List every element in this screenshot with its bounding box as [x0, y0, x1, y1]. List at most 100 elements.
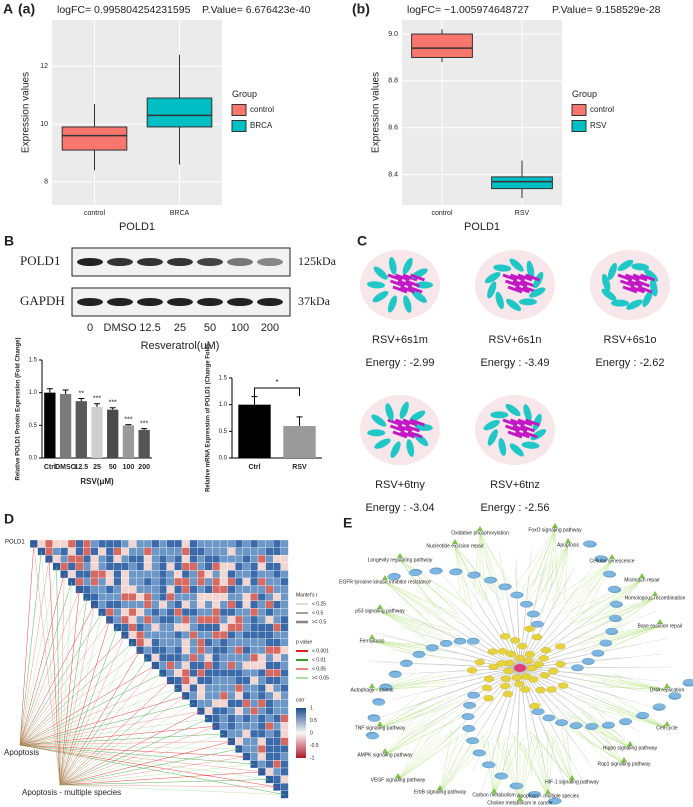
mantel-link	[59, 725, 217, 786]
heat-cell	[159, 653, 167, 662]
blot-band	[197, 298, 223, 306]
heat-cell	[280, 608, 289, 617]
legend-label: < 0.5	[312, 610, 323, 616]
heat-cell	[250, 707, 259, 715]
heat-cell	[235, 631, 243, 639]
sheet	[509, 273, 526, 282]
core-node	[483, 675, 495, 683]
x-tick-label: 50	[109, 464, 117, 471]
heat-cell	[159, 570, 167, 579]
heat-cell	[197, 539, 205, 548]
heat-cell	[250, 585, 259, 594]
heat-cell	[166, 661, 175, 670]
heat-cell	[151, 555, 160, 563]
edge	[583, 726, 625, 765]
mantel-link	[19, 558, 50, 746]
heat-cell	[159, 661, 167, 670]
core-node	[528, 676, 539, 683]
y-tick-label: 1.5	[29, 358, 38, 364]
heat-cell	[235, 676, 243, 685]
heat-cell	[90, 600, 99, 609]
pathway-node	[565, 538, 571, 543]
y-axis-label: Relative mRNA Expression of POLD1 (Chang…	[206, 344, 212, 492]
core-node	[481, 684, 493, 692]
edge	[511, 732, 549, 797]
edge	[439, 736, 495, 793]
heat-cell	[204, 539, 213, 548]
heat-cell	[113, 570, 122, 579]
gene-node	[467, 692, 480, 699]
heat-cell	[265, 631, 274, 639]
mantel-link	[19, 744, 247, 757]
heat-cell	[257, 539, 266, 548]
sheet	[519, 279, 536, 288]
heat-cell	[257, 722, 266, 731]
heat-cell	[204, 631, 213, 639]
pathway-node	[369, 634, 375, 639]
core-node	[555, 643, 566, 650]
heat-cell	[250, 631, 259, 639]
bar	[283, 426, 316, 458]
heat-cell	[227, 653, 236, 662]
heat-cell	[257, 577, 266, 586]
heat-cell	[212, 593, 221, 601]
helix	[642, 290, 653, 307]
legend-key	[571, 104, 587, 116]
legend-title: corr	[296, 697, 305, 703]
heat-cell	[181, 653, 190, 662]
pathway-label: HIF-1 signaling pathway	[545, 779, 599, 785]
heat-cell	[265, 767, 274, 776]
heat-cell	[219, 691, 228, 700]
gene-node	[602, 570, 616, 578]
edge	[519, 667, 616, 696]
helix	[506, 298, 522, 312]
heat-cell	[250, 562, 259, 571]
core-node	[531, 633, 543, 641]
heat-cell	[143, 555, 152, 563]
heat-cell	[257, 745, 266, 753]
gene-node	[463, 702, 476, 709]
heat-cell	[273, 661, 281, 670]
heat-cell	[159, 631, 167, 639]
heat-cell	[227, 585, 236, 594]
heat-cell	[235, 691, 243, 700]
heat-cell	[174, 653, 183, 662]
sheet	[404, 424, 421, 433]
edge	[384, 721, 434, 756]
helix	[409, 410, 426, 422]
heat-cell	[280, 699, 289, 708]
helix	[487, 429, 498, 446]
heat-cell	[212, 539, 221, 548]
heat-cell	[166, 539, 175, 548]
blot-band	[167, 258, 193, 266]
heat-cell	[181, 593, 190, 601]
heat-cell	[121, 593, 129, 601]
heat-cell	[273, 539, 281, 548]
edge	[454, 545, 479, 595]
heat-cell	[189, 562, 198, 571]
heat-cell	[280, 684, 289, 693]
heat-cell	[197, 555, 205, 563]
edge	[507, 748, 521, 804]
heat-cell	[151, 623, 160, 632]
heat-cell	[212, 585, 221, 594]
heat-cell	[273, 699, 281, 708]
heat-cell	[219, 707, 228, 715]
core-node	[555, 660, 566, 668]
mantel-link	[19, 627, 118, 746]
heat-cell	[128, 600, 137, 609]
edge	[384, 715, 464, 756]
heat-cell	[227, 600, 236, 609]
heat-cell	[250, 691, 259, 700]
blot-size: 37kDa	[298, 294, 331, 308]
pathway-label: Oxidative phosphorylation	[451, 530, 509, 536]
heat-cell	[250, 646, 259, 655]
gene-node	[483, 761, 496, 769]
heat-cell	[166, 577, 175, 586]
pathway-node	[517, 796, 523, 801]
heat-cell	[265, 737, 274, 746]
heat-cell	[280, 631, 289, 639]
heat-cell	[189, 608, 198, 617]
pathway-label: Homologous recombination	[625, 595, 686, 601]
edge	[584, 625, 661, 652]
